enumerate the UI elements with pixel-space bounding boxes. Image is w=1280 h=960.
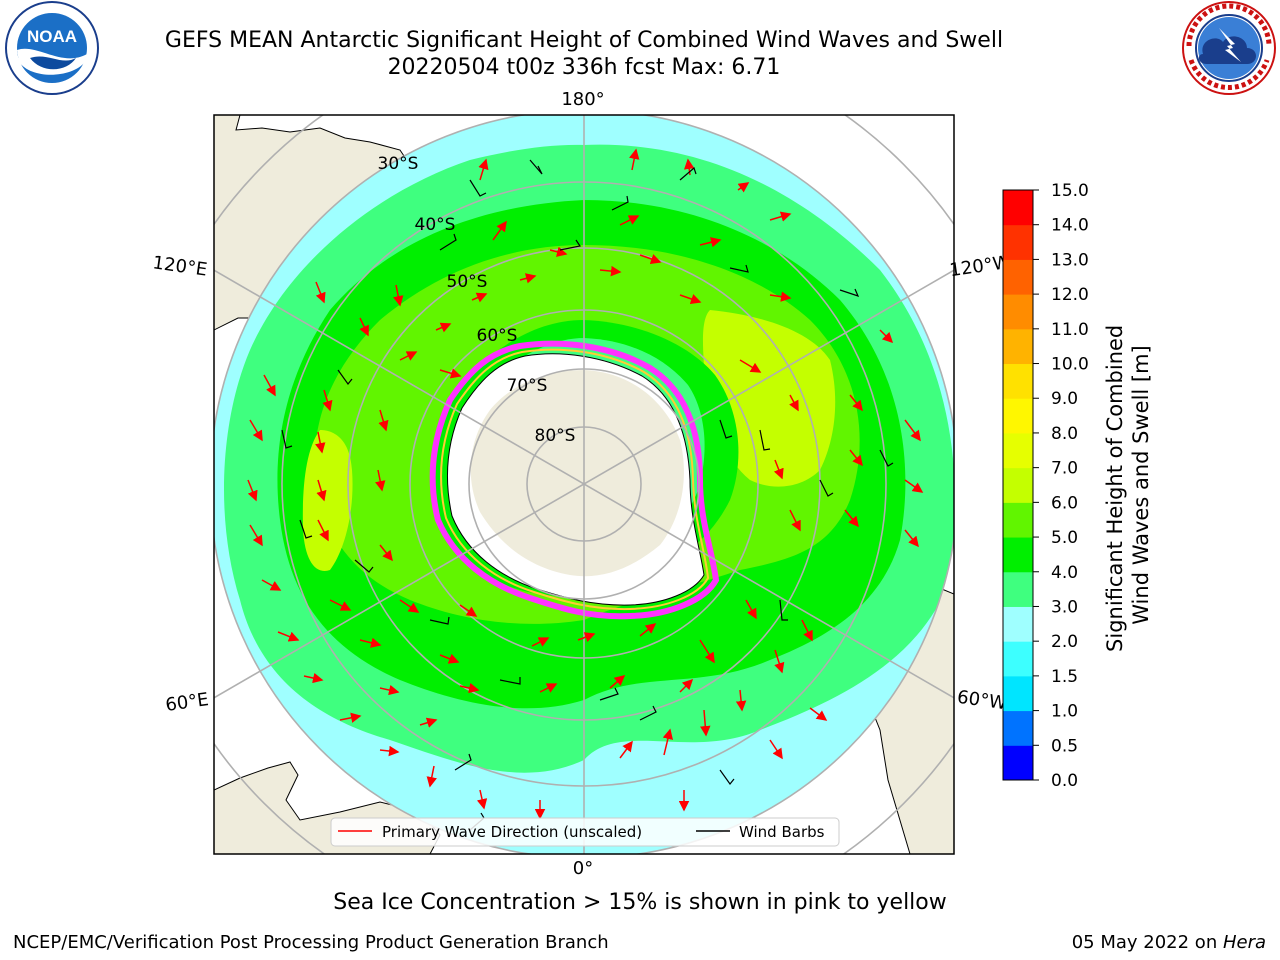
colorbar-tick-label: 9.0 (1051, 389, 1078, 409)
lat-label-60s: 60°S (477, 326, 518, 346)
wind-barbs (281, 159, 894, 831)
sea-ice-note: Sea Ice Concentration > 15% is shown in … (333, 890, 947, 915)
footer-producer: NCEP/EMC/Verification Post Processing Pr… (13, 932, 609, 953)
graticule (214, 115, 954, 854)
footer-date: 05 May 2022 on Hera (1072, 932, 1266, 953)
colorbar-segment (1003, 259, 1033, 295)
colorbar-tick-label: 12.0 (1051, 285, 1089, 305)
colorbar-segment (1003, 641, 1033, 677)
colorbar-tick-label: 0.5 (1051, 736, 1078, 756)
lon-label-bottom: 0° (573, 858, 593, 879)
lon-label-upper-right: 120°W (948, 252, 1012, 281)
colorbar-segment (1003, 675, 1033, 712)
legend-wave-label: Primary Wave Direction (unscaled) (382, 823, 642, 841)
colorbar-segment (1003, 398, 1033, 434)
colorbar-segment (1003, 432, 1033, 469)
colorbar-tick-label: 5.0 (1051, 528, 1078, 548)
map-area (214, 115, 954, 854)
colorbar-tick-label: 14.0 (1051, 216, 1089, 236)
lat-label-40s: 40°S (415, 215, 456, 235)
colorbar-segment (1003, 224, 1033, 260)
colorbar-frame (1002, 189, 1034, 781)
colorbar-title-line2: Wind Waves and Swell [m] (1129, 345, 1153, 625)
colorbar-tick-label: 10.0 (1051, 355, 1089, 375)
lat-label-50s: 50°S (447, 272, 488, 292)
chart-title: GEFS MEAN Antarctic Significant Height o… (164, 28, 1004, 53)
colorbar-segment (1003, 745, 1033, 781)
noaa-logo: NOAA (5, 1, 99, 95)
colorbar-tick-label: 6.0 (1051, 493, 1078, 513)
lat-label-80s: 80°S (535, 426, 576, 446)
lon-label-upper-left: 120°E (151, 252, 208, 280)
wave-direction-arrows (247, 148, 924, 820)
lon-label-top: 180° (561, 89, 604, 110)
footer-host: Hera (1222, 932, 1266, 953)
colorbar-tick-label: 0.0 (1051, 771, 1078, 791)
colorbar-segment (1003, 363, 1033, 399)
colorbar-segment (1003, 294, 1033, 330)
lon-label-lower-right: 60°W (956, 687, 1008, 715)
colorbar-segment (1003, 571, 1033, 607)
colorbar-tick-label: 7.0 (1051, 459, 1078, 479)
sea-ice-edge (429, 340, 720, 620)
colorbar-title-line1: Significant Height of Combined (1103, 325, 1127, 652)
colorbar-segment (1003, 467, 1033, 503)
colorbar-tick-label: 2.0 (1051, 632, 1078, 652)
colorbar-segment (1003, 537, 1033, 573)
colorbar: 0.0 0.5 1.0 1.5 2.0 3.0 4.0 5.0 6.0 7.0 8.0 9.0 10.0… (1002, 181, 1089, 791)
lon-label-lower-left: 60°E (164, 689, 210, 716)
colorbar-tick-label: 1.5 (1051, 667, 1078, 687)
colorbar-segment (1003, 190, 1033, 226)
colorbar-segment (1003, 328, 1033, 365)
colorbar-tick-label: 3.0 (1051, 597, 1078, 617)
chart-subtitle: 20220504 t00z 336h fcst Max: 6.71 (387, 55, 781, 80)
map-legend: Primary Wave Direction (unscaled) Wind B… (330, 817, 840, 847)
colorbar-title: Significant Height of Combined Wind Wave… (1103, 318, 1153, 652)
colorbar-tick-label: 11.0 (1051, 320, 1089, 340)
colorbar-tick-label: 15.0 (1051, 181, 1089, 201)
nws-logo (1182, 1, 1276, 95)
map-frame (213, 114, 955, 855)
colorbar-tick-label: 13.0 (1051, 250, 1089, 270)
colorbar-segment (1003, 710, 1033, 746)
noaa-logo-text: NOAA (27, 27, 77, 46)
lat-label-70s: 70°S (507, 376, 548, 396)
colorbar-tick-label: 4.0 (1051, 563, 1078, 583)
colorbar-tick-label: 8.0 (1051, 424, 1078, 444)
colorbar-segment (1003, 606, 1033, 642)
antarctica-interior (470, 370, 684, 577)
colorbar-segment (1003, 502, 1033, 538)
footer-date-text: 05 May 2022 on (1071, 932, 1223, 953)
lat-label-30s: 30°S (378, 154, 419, 174)
legend-barb-label: Wind Barbs (739, 823, 825, 841)
colorbar-tick-label: 1.0 (1051, 702, 1078, 722)
